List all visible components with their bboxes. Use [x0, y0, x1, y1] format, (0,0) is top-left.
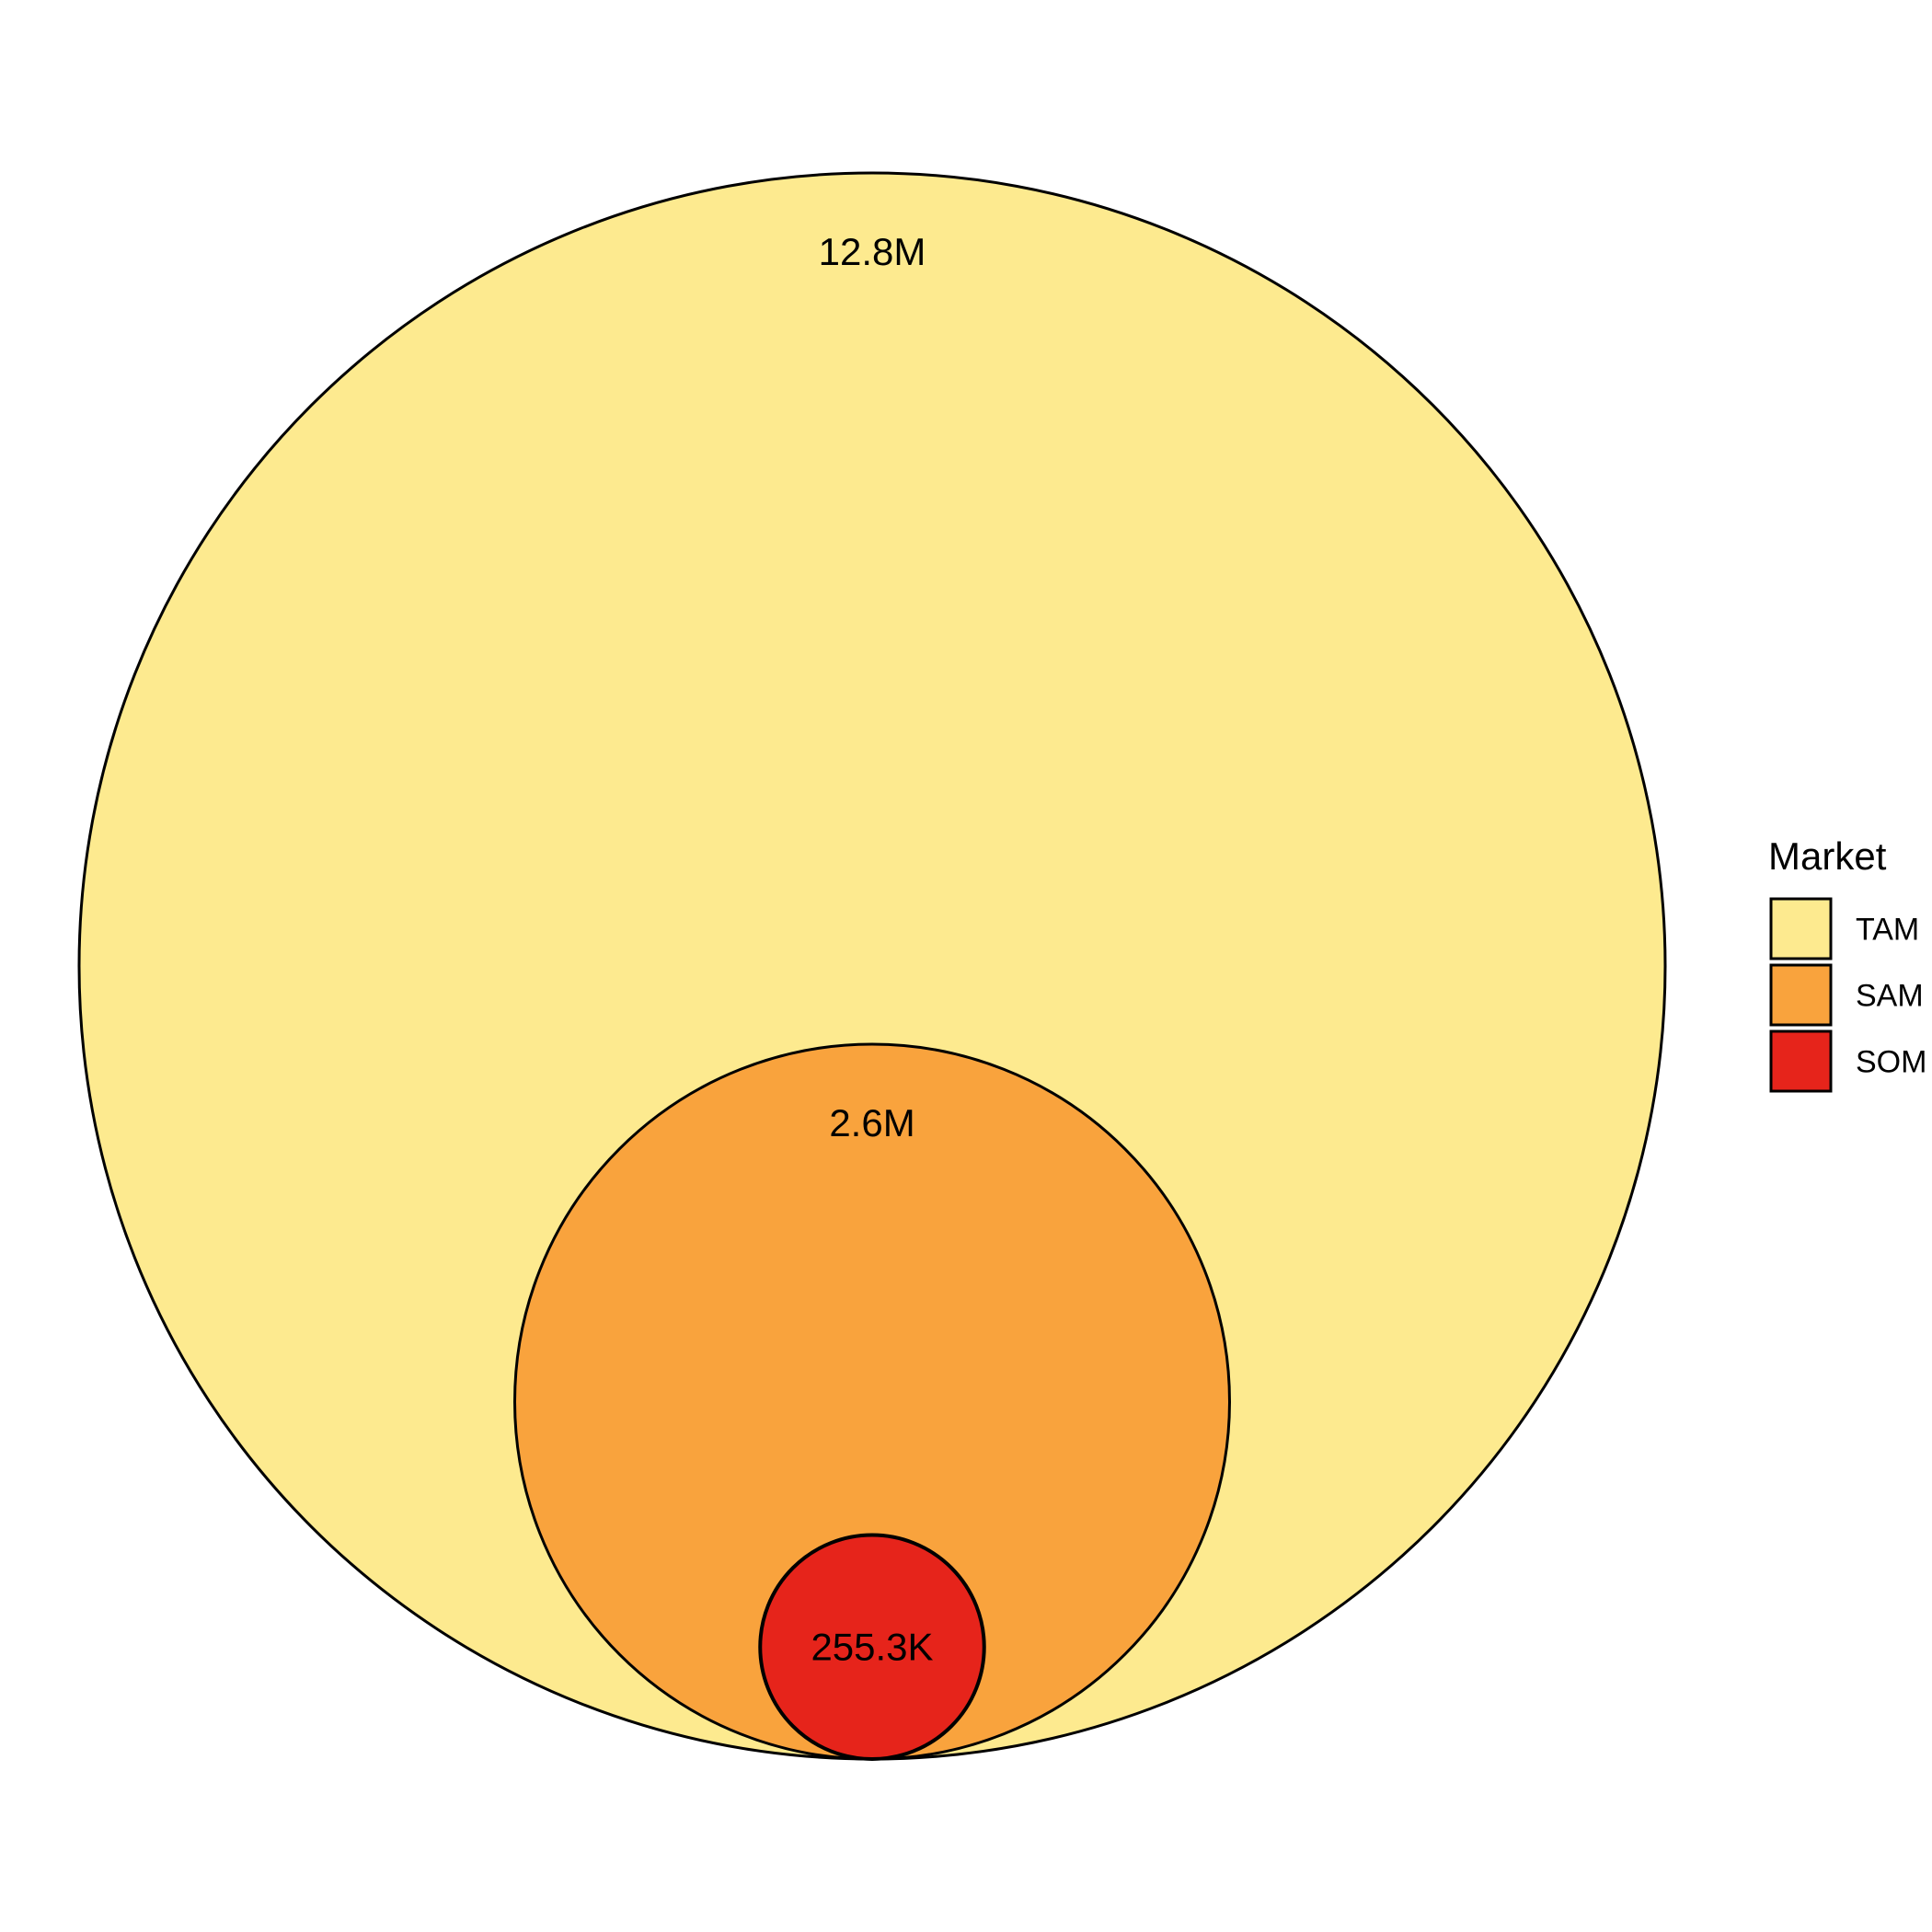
legend-key-sam — [1769, 963, 1833, 1027]
legend-title: Market — [1768, 834, 1887, 878]
circle-som — [758, 1533, 986, 1762]
legend-key-som — [1769, 1029, 1833, 1093]
legend-label-som: SOM — [1856, 1045, 1926, 1080]
legend-label-sam: SAM — [1856, 979, 1924, 1014]
value-label-som: 255.3K — [811, 1625, 933, 1668]
circles-layer — [77, 171, 1667, 1762]
legend: Market TAM SAM SOM — [1768, 834, 1926, 1093]
value-label-sam: 2.6M — [829, 1101, 914, 1144]
value-label-tam: 12.8M — [819, 230, 926, 273]
legend-key-tam — [1769, 897, 1833, 960]
legend-label-tam: TAM — [1856, 913, 1919, 948]
value-labels: 12.8M 2.6M 255.3K — [811, 230, 933, 1668]
